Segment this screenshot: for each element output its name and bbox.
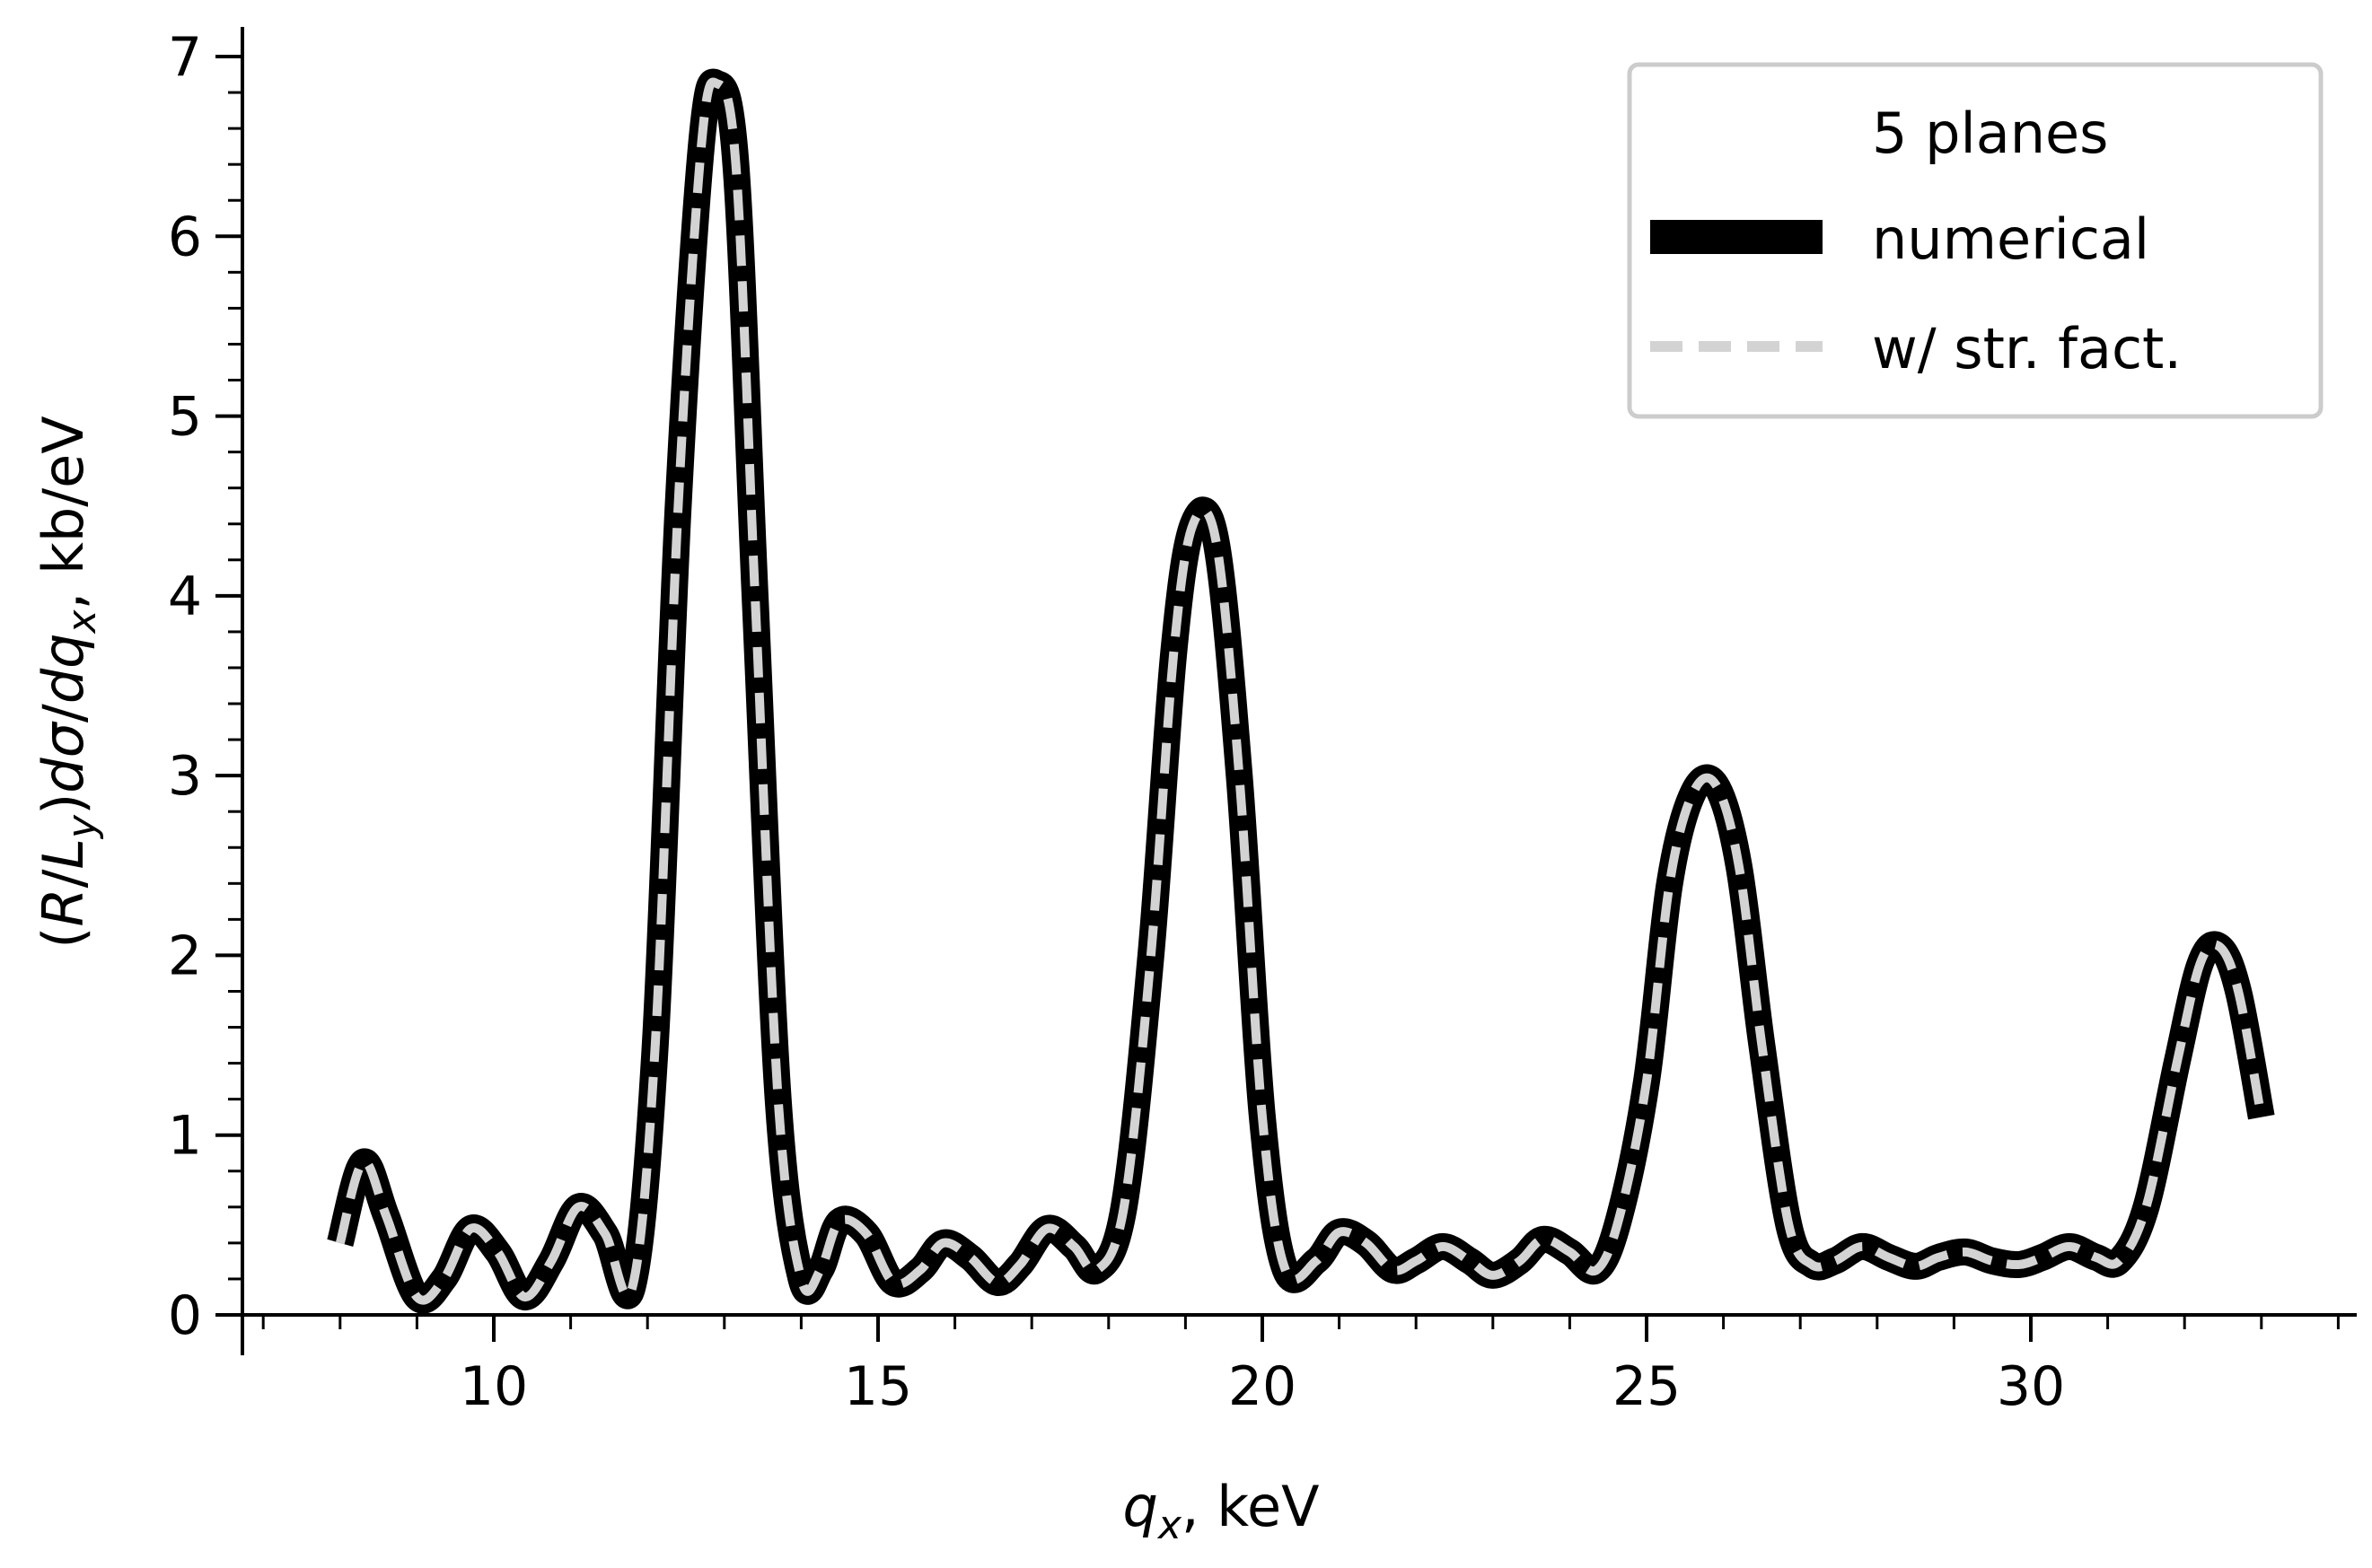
- x-tick-label: 15: [844, 1355, 912, 1418]
- x-tick-label: 30: [1997, 1355, 2065, 1418]
- legend-title: 5 planes: [1872, 101, 2108, 166]
- y-tick-label: 0: [168, 1284, 202, 1347]
- y-tick-label: 1: [168, 1105, 202, 1168]
- y-tick-label: 5: [168, 386, 202, 449]
- x-tick-label: 25: [1612, 1355, 1681, 1418]
- legend-frame: [1627, 62, 2324, 419]
- x-tick-label: 20: [1228, 1355, 1296, 1418]
- legend-label-numerical: numerical: [1872, 206, 2149, 272]
- legend-label-str-fact: w/ str. fact.: [1872, 316, 2182, 381]
- y-axis-label: (R/Ly)dσ/dqx, kb/eV: [31, 416, 105, 948]
- y-axis-ticks: 0 1 2 3 4 5 6 7: [168, 26, 242, 1347]
- y-tick-label: 6: [168, 206, 202, 268]
- x-axis-ticks: 10 15 20 25 30: [261, 1315, 2340, 1418]
- series-line-str-fact: [335, 77, 2266, 1305]
- y-tick-label: 7: [168, 26, 202, 89]
- y-tick-label: 3: [168, 745, 202, 808]
- legend: 5 planes numerical w/ str. fact.: [1627, 62, 2324, 419]
- x-axis-label: qx, keV: [1122, 1474, 1319, 1548]
- plot-area: [327, 68, 2275, 1314]
- x-tick-label: 10: [460, 1355, 528, 1418]
- y-tick-label: 4: [168, 565, 202, 628]
- y-tick-label: 2: [168, 924, 202, 987]
